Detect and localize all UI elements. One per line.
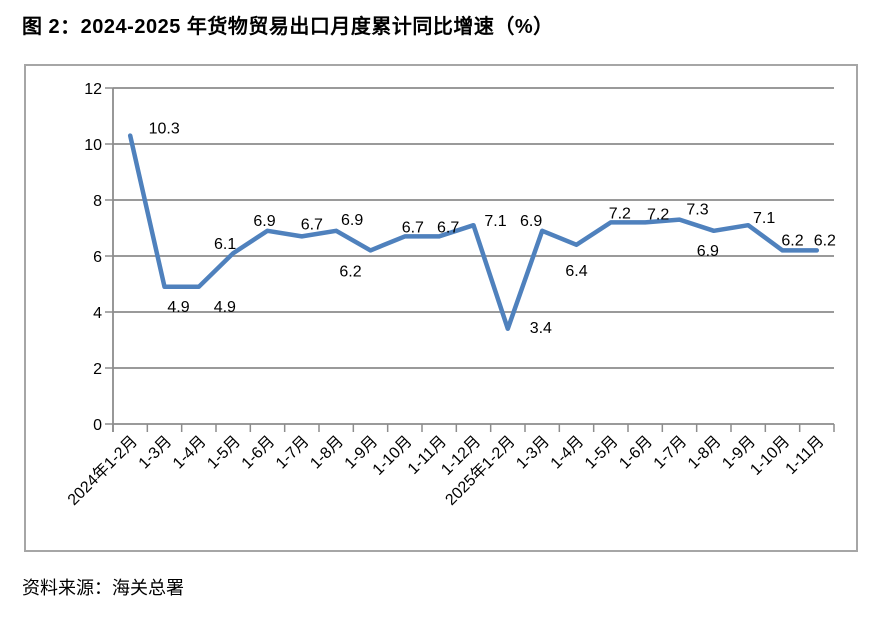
data-label: 6.4 [565,263,587,280]
y-tick-label: 2 [93,361,102,378]
x-category-label: 1-7月 [651,433,691,473]
x-category-label: 1-10月 [747,433,793,479]
data-label: 6.9 [520,213,542,230]
data-label: 4.9 [167,299,189,316]
y-tick-label: 4 [93,305,102,322]
y-tick-label: 10 [84,137,102,154]
data-label: 6.2 [814,232,836,249]
x-category-label: 1-3月 [513,433,553,473]
line-chart: 0246810122024年1-2月1-3月1-4月1-5月1-6月1-7月1-… [64,81,836,509]
x-category-label: 1-5月 [204,433,244,473]
x-category-label: 1-7月 [273,433,313,473]
data-label: 6.7 [402,219,424,236]
data-label: 6.1 [214,236,236,253]
x-category-label: 1-8月 [685,433,725,473]
data-label: 7.1 [753,210,775,227]
data-label: 7.3 [686,202,708,219]
x-category-label: 1-10月 [370,433,416,479]
data-label: 3.4 [530,320,552,337]
data-label: 7.1 [484,213,506,230]
source-note: 资料来源：海关总署 [22,578,184,598]
x-category-label: 1-6月 [239,433,279,473]
data-label: 6.9 [697,243,719,260]
x-category-label: 1-11月 [783,433,828,478]
x-category-label: 1-4月 [548,433,588,473]
data-label: 6.7 [301,216,323,233]
data-label: 6.2 [781,232,803,249]
series-line [127,133,820,332]
y-tick-label: 6 [93,249,102,266]
chart-title: 图 2：2024-2025 年货物贸易出口月度累计同比增速（%） [22,16,554,38]
y-tick-label: 8 [93,193,102,210]
data-label: 6.9 [341,212,363,229]
x-category-label: 2024年1-2月 [64,432,141,509]
data-label: 6.9 [253,213,275,230]
data-label: 7.2 [609,205,631,222]
data-label: 4.9 [214,299,236,316]
y-tick-label: 12 [84,81,102,98]
x-category-label: 1-4月 [170,433,210,473]
chart-frame: 0 2 4 6 8 10 12 2024年1-2月 1-3月 1-4月 1-5月 1-6月 1-7月 1-… [24,64,858,552]
x-category-label: 1-6月 [616,433,656,473]
data-label: 7.2 [647,206,669,223]
data-label: 6.7 [437,219,459,236]
x-category-label: 1-5月 [582,433,622,473]
y-tick-label: 0 [93,417,102,434]
data-label: 10.3 [149,121,180,138]
x-category-label: 1-8月 [307,433,347,473]
x-category-label: 1-3月 [136,433,176,473]
data-label: 6.2 [339,263,361,280]
